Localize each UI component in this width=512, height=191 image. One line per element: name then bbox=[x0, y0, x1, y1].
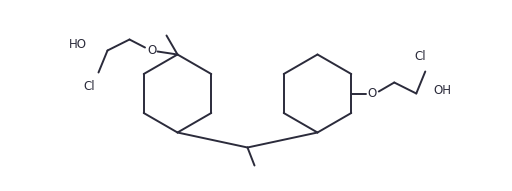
Text: Cl: Cl bbox=[414, 50, 426, 63]
Text: O: O bbox=[368, 87, 377, 100]
Text: Cl: Cl bbox=[83, 80, 95, 93]
Text: O: O bbox=[147, 44, 156, 57]
Text: HO: HO bbox=[69, 38, 87, 51]
Text: OH: OH bbox=[434, 84, 452, 97]
